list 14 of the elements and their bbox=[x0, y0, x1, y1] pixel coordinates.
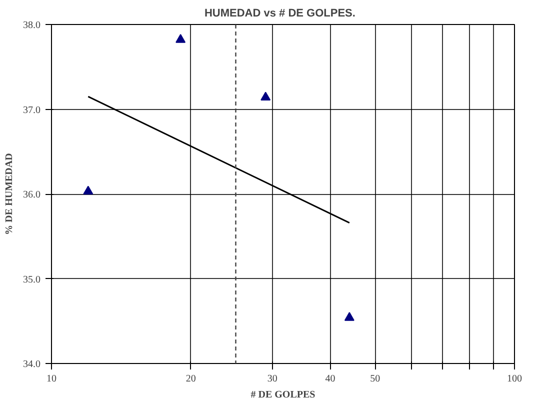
y-tick-label: 38.0 bbox=[23, 20, 40, 31]
x-tick-label: 40 bbox=[325, 374, 336, 384]
y-tick-label: 35.0 bbox=[23, 274, 40, 286]
x-tick-label: 30 bbox=[267, 374, 278, 384]
y-axis-title: % DE HUMEDAD bbox=[4, 153, 15, 235]
x-tick-label: 10 bbox=[46, 374, 56, 384]
chart-title: HUMEDAD vs # DE GOLPES. bbox=[204, 8, 356, 20]
x-axis-title: # DE GOLPES bbox=[250, 390, 316, 400]
y-tick-label: 37.0 bbox=[23, 104, 40, 116]
y-tick-label: 36.0 bbox=[23, 190, 40, 200]
x-tick-label: 100 bbox=[507, 374, 522, 384]
x-tick-label: 50 bbox=[370, 374, 380, 384]
y-tick-label: 34.0 bbox=[23, 359, 40, 370]
x-tick-label: 20 bbox=[186, 374, 196, 384]
